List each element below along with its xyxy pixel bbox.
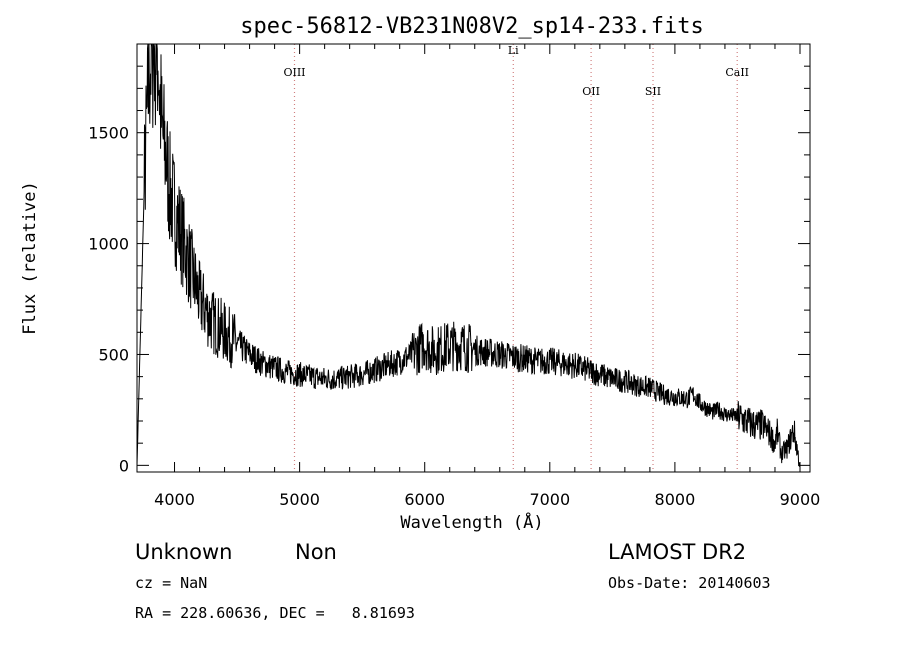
x-tick-label: 5000 <box>279 490 320 509</box>
axis-tick-labels: 4000 5000 6000 7000 8000 9000 0 500 1000 1500 <box>88 124 820 509</box>
spectral-line-label: SII <box>645 85 661 98</box>
survey-name: LAMOST DR2 <box>608 540 747 564</box>
object-class: Unknown <box>135 540 233 564</box>
observation-date: Obs-Date: 20140603 <box>608 574 771 592</box>
spectral-line-label: OIII <box>283 66 305 79</box>
x-tick-label: 6000 <box>404 490 445 509</box>
y-tick-label: 1500 <box>88 124 129 143</box>
x-axis-label: Wavelength (Å) <box>400 511 543 533</box>
x-tick-label: 7000 <box>529 490 570 509</box>
axis-ticks <box>137 43 810 472</box>
y-tick-label: 500 <box>98 345 129 364</box>
redshift-value: cz = NaN <box>135 574 208 592</box>
y-axis-label: Flux (relative) <box>20 181 40 335</box>
x-tick-label: 9000 <box>780 490 821 509</box>
y-tick-label: 0 <box>119 456 129 475</box>
spectrum-line <box>136 43 801 467</box>
x-tick-label: 8000 <box>655 490 696 509</box>
spectral-line-label: CaII <box>725 66 749 79</box>
spectral-line-markers: OIII Li OII SII CaII <box>283 44 749 472</box>
chart-title: spec-56812-VB231N08V2_sp14-233.fits <box>240 14 704 39</box>
plot-frame <box>136 43 811 473</box>
spectral-line-label: OII <box>582 85 600 98</box>
object-subclass: Non <box>295 540 337 564</box>
y-tick-label: 1000 <box>88 235 129 254</box>
sky-coordinates: RA = 228.60636, DEC = 8.81693 <box>135 604 415 622</box>
x-tick-label: 4000 <box>154 490 195 509</box>
spectral-line-label: Li <box>508 44 519 57</box>
